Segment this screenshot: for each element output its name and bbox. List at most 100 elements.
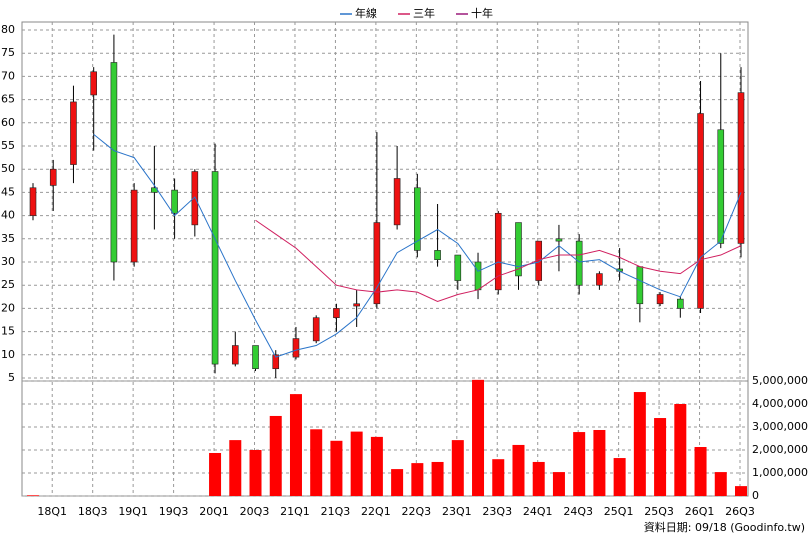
x-tick-label: 25Q1: [604, 505, 634, 518]
y2-tick-label: 5,000,000: [752, 374, 808, 387]
volume-bar: [633, 392, 646, 496]
y-tick-label: 40: [1, 209, 15, 222]
candle-body: [717, 129, 725, 244]
candle-body: [29, 187, 37, 216]
candle-body: [171, 189, 178, 214]
volume-bar: [350, 431, 363, 496]
x-tick-label: 19Q1: [118, 505, 148, 518]
candle-body: [636, 266, 644, 305]
candle-body: [596, 273, 603, 286]
volume-bar: [714, 472, 727, 496]
x-tick-label: 25Q3: [644, 505, 674, 518]
y2-tick-label: 4,000,000: [752, 397, 808, 410]
volume-bar: [492, 459, 505, 496]
volume-bar: [573, 432, 586, 496]
ma-line: [255, 219, 742, 302]
y-tick-label: 35: [1, 232, 15, 245]
candle-body: [211, 171, 219, 365]
candle-body: [515, 222, 522, 277]
candle-body: [333, 308, 340, 318]
y-tick-label: 15: [1, 325, 15, 338]
y-tick-label: 65: [1, 93, 15, 106]
candle-body: [737, 92, 745, 244]
candle-body: [656, 294, 664, 305]
candle-body: [252, 345, 259, 370]
candle-body: [454, 254, 462, 281]
candle-body: [312, 317, 320, 342]
x-tick-label: 23Q3: [482, 505, 512, 518]
candle-body: [414, 187, 421, 251]
y-tick-label: 45: [1, 185, 15, 198]
y-tick-label: 5: [8, 371, 15, 384]
volume-bar: [451, 440, 464, 496]
x-tick-label: 20Q1: [199, 505, 229, 518]
candle-body: [555, 238, 563, 242]
candle-body: [434, 250, 441, 260]
y-tick-label: 30: [1, 255, 15, 268]
volume-bar: [472, 379, 485, 496]
y-tick-label: 60: [1, 116, 15, 129]
candle-body: [130, 189, 138, 263]
volume-bar: [310, 429, 323, 496]
candle-body: [575, 240, 583, 286]
legend-label: 十年: [471, 6, 493, 20]
y-tick-label: 25: [1, 278, 15, 291]
y2-tick-label: 0: [752, 489, 759, 502]
volume-bar: [512, 444, 525, 496]
x-tick-label: 23Q1: [442, 505, 472, 518]
volume-bar: [391, 469, 404, 496]
x-tick-label: 24Q3: [563, 505, 593, 518]
x-tick-label: 26Q1: [685, 505, 715, 518]
candle-body: [191, 171, 199, 226]
candle-body: [272, 354, 280, 370]
volume-bar: [552, 472, 565, 496]
volume-bar: [411, 463, 424, 496]
ma-line: [93, 134, 742, 358]
x-tick-label: 22Q1: [361, 505, 391, 518]
volume-bar: [209, 452, 222, 496]
volume-bar: [269, 415, 282, 496]
volume-bar: [330, 440, 343, 496]
x-tick-label: 24Q1: [523, 505, 553, 518]
candle-body: [292, 338, 300, 358]
x-tick-label: 19Q3: [159, 505, 189, 518]
volume-bar: [654, 418, 667, 496]
candle-body: [110, 62, 118, 263]
y-tick-label: 50: [1, 162, 15, 175]
y-tick-label: 20: [1, 301, 15, 314]
candle-body: [90, 71, 97, 96]
y2-tick-label: 2,000,000: [752, 443, 808, 456]
x-tick-label: 26Q3: [725, 505, 755, 518]
volume-bar: [370, 436, 383, 496]
plot-frame: [21, 21, 749, 497]
candle-body: [474, 261, 482, 291]
candle-body: [677, 298, 684, 309]
y-tick-label: 10: [1, 348, 15, 361]
y-tick-label: 80: [1, 23, 15, 36]
volume-bar: [735, 486, 747, 496]
x-tick-label: 20Q3: [240, 505, 270, 518]
y-tick-label: 70: [1, 69, 15, 82]
candle-body: [353, 303, 360, 307]
volume-bar: [694, 447, 707, 496]
volume-bar: [229, 440, 242, 496]
volume-bar: [532, 461, 545, 496]
volume-bar: [431, 461, 444, 496]
volume-bar: [613, 458, 626, 496]
legend-label: 年線: [355, 6, 377, 20]
y-tick-label: 55: [1, 139, 15, 152]
candle-body: [373, 222, 381, 305]
x-tick-label: 18Q3: [78, 505, 108, 518]
x-tick-label: 21Q1: [280, 505, 310, 518]
candle-body: [393, 178, 401, 226]
volume-bar: [593, 429, 606, 496]
x-tick-label: 22Q3: [402, 505, 432, 518]
x-tick-label: 21Q3: [321, 505, 351, 518]
y-tick-label: 75: [1, 46, 15, 59]
volume-bar: [674, 404, 687, 496]
candle-body: [697, 113, 704, 309]
candle-body: [49, 168, 57, 186]
y2-tick-label: 3,000,000: [752, 420, 808, 433]
candle-body: [494, 212, 502, 291]
